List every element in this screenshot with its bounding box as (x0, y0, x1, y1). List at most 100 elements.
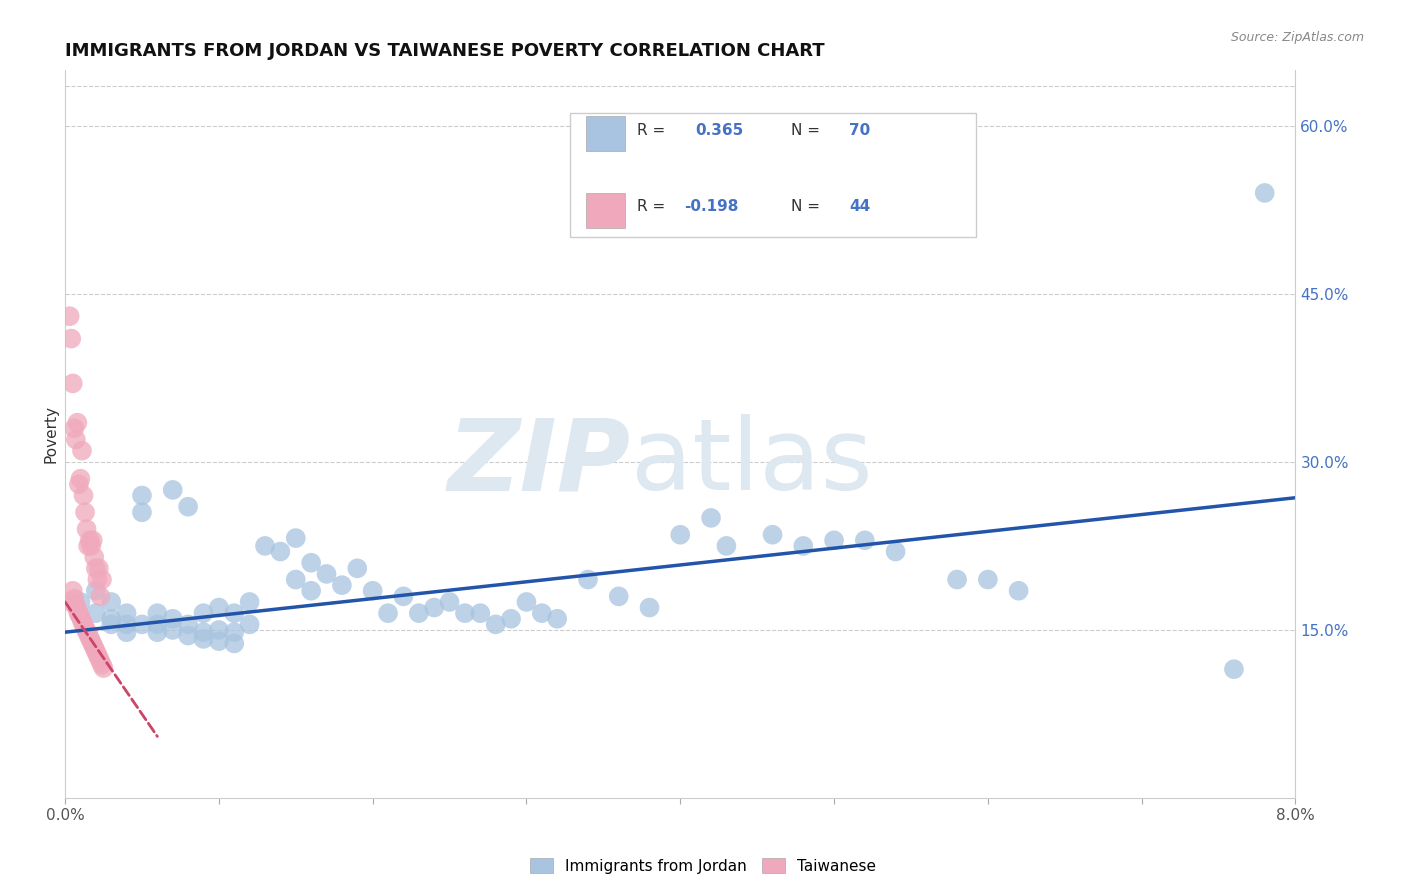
Point (439, 595, 461, 609)
Point (63, 421, 86, 435)
Point (63, 591, 86, 606)
Point (299, 583, 322, 598)
Point (70, 443, 93, 458)
Point (76, 522, 98, 536)
Point (884, 544, 907, 558)
Text: 0.365: 0.365 (695, 122, 744, 137)
Point (84, 606, 107, 620)
Text: -0.198: -0.198 (683, 199, 738, 214)
Point (73, 505, 96, 519)
Point (77, 627, 100, 641)
Point (89, 654, 111, 668)
Point (470, 606, 492, 620)
Point (239, 595, 262, 609)
Point (73, 621, 96, 635)
Point (146, 606, 169, 620)
Point (224, 606, 246, 620)
Point (83, 550, 105, 565)
Point (84, 583, 107, 598)
Point (515, 595, 537, 609)
Point (1223, 662, 1246, 676)
Point (253, 539, 276, 553)
Point (93, 661, 115, 675)
Point (208, 623, 231, 637)
Point (530, 606, 553, 620)
Point (77, 539, 100, 553)
Text: N =: N = (792, 199, 825, 214)
Point (423, 600, 446, 615)
Point (284, 531, 307, 545)
Point (162, 483, 184, 497)
FancyBboxPatch shape (569, 113, 976, 237)
Point (115, 606, 138, 620)
Point (361, 583, 384, 598)
Point (162, 623, 184, 637)
Point (87, 651, 110, 665)
Text: 70: 70 (849, 122, 870, 137)
Point (59, 309, 82, 323)
Point (208, 634, 231, 648)
Point (131, 505, 153, 519)
Point (100, 617, 122, 632)
Point (91, 657, 114, 672)
Point (977, 573, 1000, 587)
Point (69, 609, 91, 624)
Y-axis label: Poverty: Poverty (44, 405, 58, 463)
Point (761, 527, 783, 541)
Point (115, 625, 138, 640)
Point (84, 561, 107, 575)
Text: Source: ZipAtlas.com: Source: ZipAtlas.com (1230, 31, 1364, 45)
Point (80, 634, 103, 648)
Point (177, 500, 200, 514)
Point (79, 533, 101, 548)
Point (146, 625, 169, 640)
Point (330, 578, 353, 592)
Point (86, 573, 108, 587)
Point (72, 488, 94, 502)
Point (177, 629, 200, 643)
Text: R =: R = (637, 122, 671, 137)
Point (60, 332, 83, 346)
Point (69, 595, 91, 609)
FancyBboxPatch shape (585, 193, 624, 227)
Point (131, 488, 153, 502)
Point (80, 539, 103, 553)
Point (72, 617, 94, 632)
Point (638, 600, 661, 615)
Point (100, 595, 122, 609)
Point (299, 556, 322, 570)
Point (377, 606, 399, 620)
Point (83, 640, 105, 655)
Legend: Immigrants from Jordan, Taiwanese: Immigrants from Jordan, Taiwanese (524, 852, 882, 880)
Point (501, 612, 523, 626)
Point (392, 590, 415, 604)
Point (66, 603, 89, 617)
Point (607, 590, 630, 604)
Point (115, 617, 138, 632)
Point (193, 632, 215, 646)
Point (69, 472, 91, 486)
Point (70, 614, 93, 628)
Point (89, 590, 111, 604)
Point (131, 617, 153, 632)
Point (76, 624, 98, 638)
Text: 44: 44 (849, 199, 870, 214)
Point (91, 573, 114, 587)
Point (946, 573, 969, 587)
Point (315, 566, 337, 581)
Point (346, 561, 368, 575)
Point (269, 544, 291, 558)
Point (239, 617, 262, 632)
Point (576, 573, 599, 587)
Text: IMMIGRANTS FROM JORDAN VS TAIWANESE POVERTY CORRELATION CHART: IMMIGRANTS FROM JORDAN VS TAIWANESE POVE… (65, 42, 825, 60)
FancyBboxPatch shape (585, 116, 624, 152)
Point (408, 606, 430, 620)
Point (100, 612, 122, 626)
Point (546, 612, 568, 626)
Point (177, 617, 200, 632)
Point (700, 511, 723, 525)
Point (146, 617, 169, 632)
Point (823, 533, 845, 548)
Point (82, 638, 104, 652)
Point (62, 376, 84, 391)
